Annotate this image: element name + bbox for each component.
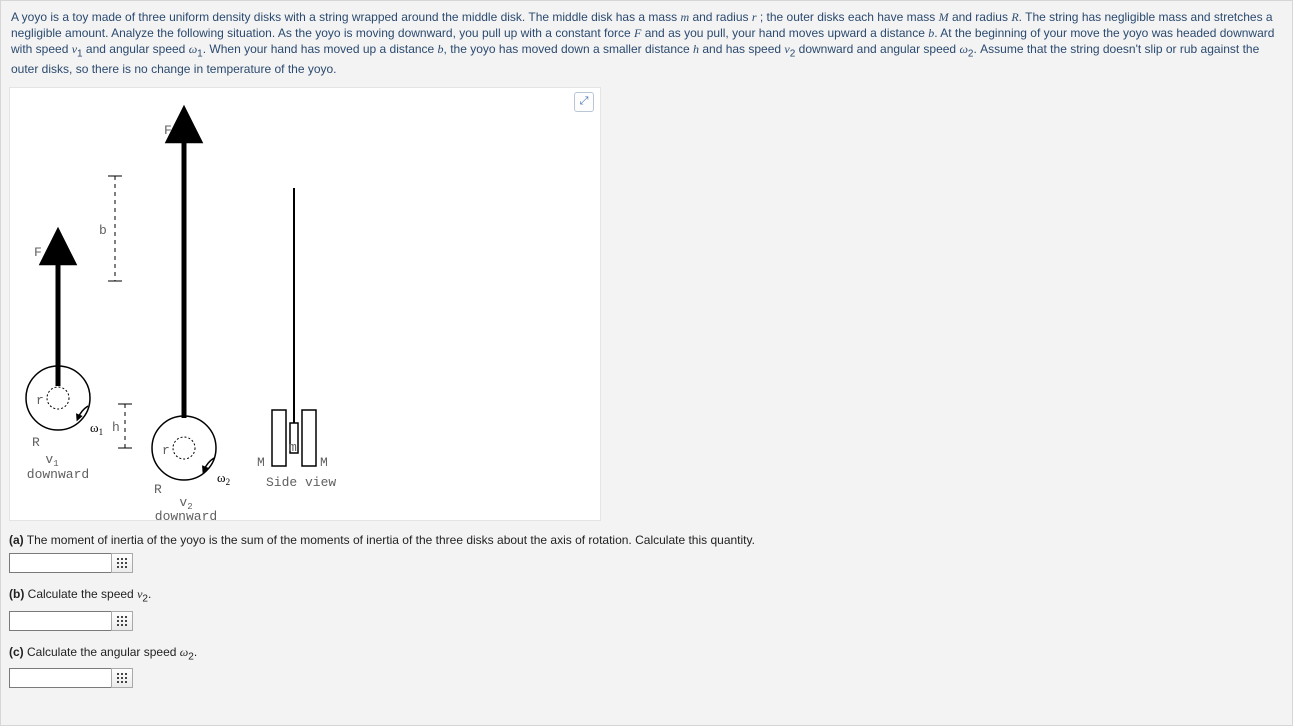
answer-input-a[interactable] — [9, 553, 111, 573]
lbl-M-left: M — [257, 455, 265, 470]
var-w1: ω — [189, 42, 197, 56]
txt: . When your hand has moved up a distance — [203, 42, 438, 56]
question-c: (c) Calculate the angular speed ω2. — [9, 645, 1284, 662]
txt: ; the outer disks each have mass — [757, 10, 939, 24]
keypad-button-c[interactable] — [111, 668, 133, 688]
lbl-r1: r — [36, 393, 44, 408]
txt: downward and angular speed — [795, 42, 959, 56]
question-b-tail: . — [148, 587, 151, 601]
expand-figure-button[interactable] — [574, 92, 594, 112]
lbl-v1-down: downward — [27, 467, 89, 482]
question-a-text: The moment of inertia of the yoyo is the… — [24, 533, 755, 547]
keypad-grid-icon — [117, 616, 127, 626]
lbl-w1: ω1 — [90, 420, 103, 437]
lbl-m-side: m — [289, 440, 297, 455]
answer-row-c — [9, 668, 1284, 688]
txt: and radius — [689, 10, 752, 24]
lbl-w2: ω2 — [217, 470, 230, 487]
txt: and has speed — [699, 42, 784, 56]
keypad-button-b[interactable] — [111, 611, 133, 631]
answer-input-c[interactable] — [9, 668, 111, 688]
lbl-h: h — [112, 420, 120, 435]
question-a-label: (a) — [9, 533, 24, 547]
txt: and radius — [949, 10, 1012, 24]
lbl-M-right: M — [320, 455, 328, 470]
question-a: (a) The moment of inertia of the yoyo is… — [9, 533, 1284, 547]
question-c-tail: . — [194, 645, 197, 659]
question-b: (b) Calculate the speed v2. — [9, 587, 1284, 604]
lbl-F-right: F — [164, 123, 172, 138]
answer-row-a — [9, 553, 1284, 573]
yoyo-diagram: F r R ω1 v1 downward b — [10, 88, 600, 520]
lbl-side-view: Side view — [266, 475, 336, 490]
question-b-label: (b) — [9, 587, 24, 601]
page-root: A yoyo is a toy made of three uniform de… — [0, 0, 1293, 726]
txt: , the yoyo has moved down a smaller dist… — [444, 42, 693, 56]
problem-statement: A yoyo is a toy made of three uniform de… — [9, 7, 1284, 83]
keypad-grid-icon — [117, 673, 127, 683]
txt: A yoyo is a toy made of three uniform de… — [11, 10, 680, 24]
var-m: m — [680, 10, 689, 24]
txt: and angular speed — [83, 42, 189, 56]
lbl-R2: R — [154, 482, 162, 497]
lbl-R1: R — [32, 435, 40, 450]
lbl-r2: r — [162, 443, 170, 458]
var-R: R — [1011, 10, 1018, 24]
var-w2: ω — [959, 42, 967, 56]
figure-container: F r R ω1 v1 downward b — [9, 87, 601, 521]
answer-row-b — [9, 611, 1284, 631]
lbl-F-left: F — [34, 245, 42, 260]
side-view-group: M m M Side view — [257, 188, 336, 490]
keypad-button-a[interactable] — [111, 553, 133, 573]
lbl-b: b — [99, 223, 107, 238]
question-c-var: ω — [180, 645, 188, 659]
txt: and as you pull, your hand moves upward … — [641, 26, 928, 40]
answer-input-b[interactable] — [9, 611, 111, 631]
question-c-label: (c) — [9, 645, 24, 659]
var-M: M — [939, 10, 949, 24]
keypad-grid-icon — [117, 558, 127, 568]
question-c-text: Calculate the angular speed — [24, 645, 180, 659]
lbl-v2-down: downward — [155, 509, 217, 520]
question-b-text: Calculate the speed — [24, 587, 137, 601]
